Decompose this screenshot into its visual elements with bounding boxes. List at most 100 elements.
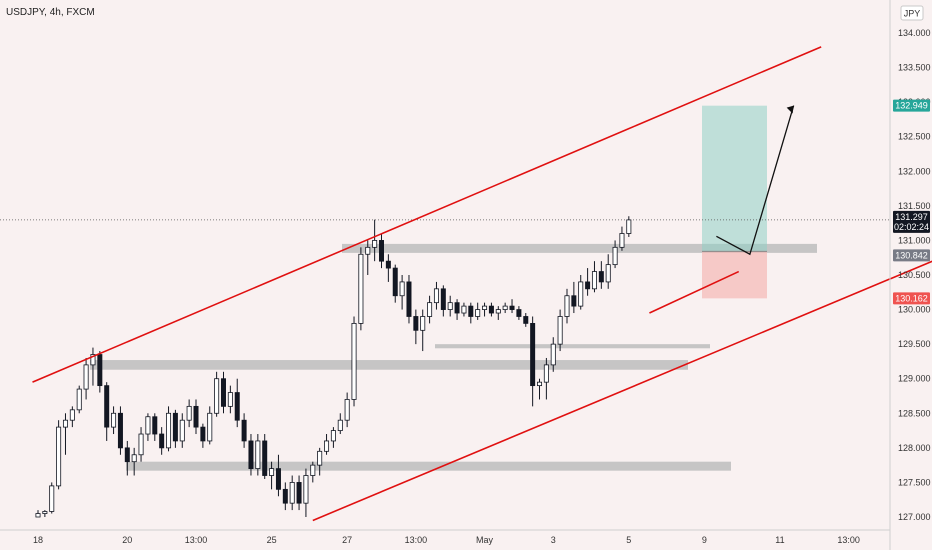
time-tick-label: May [476, 535, 494, 545]
candle-body [220, 378, 226, 407]
candle-body [468, 305, 474, 317]
price-tag-label: 130.842 [895, 250, 928, 260]
time-tick-label: 27 [342, 535, 352, 545]
candle-body [571, 295, 577, 307]
trendline[interactable] [649, 270, 740, 314]
price-tick-label: 129.000 [898, 374, 931, 384]
candle-body [509, 305, 515, 310]
time-tick-label: 13:00 [405, 535, 428, 545]
candle-body [358, 253, 364, 324]
candle-body [530, 322, 536, 387]
candle-body [427, 302, 433, 317]
candle-body [564, 295, 570, 317]
price-tag [893, 292, 930, 305]
candle-body [310, 464, 316, 476]
candle-body [317, 450, 323, 466]
candle-body [49, 485, 55, 512]
candle-body [488, 305, 494, 314]
candle-body [104, 385, 110, 428]
time-tick-label: 18 [33, 535, 43, 545]
zone-band [435, 344, 710, 349]
candle-body [543, 364, 549, 383]
candle-body [482, 305, 488, 310]
candle-body [35, 513, 41, 518]
candle-body [337, 419, 343, 431]
candle-body [378, 240, 384, 262]
candle-body [172, 412, 178, 442]
candle-body [516, 309, 522, 317]
chart-title: USDJPY, 4h, FXCM [6, 7, 95, 18]
price-tick-label: 130.500 [898, 270, 931, 280]
candle-body [152, 416, 158, 435]
price-tick-label: 127.500 [898, 477, 931, 487]
price-tick-label: 131.500 [898, 201, 931, 211]
candle-body [598, 271, 604, 283]
price-tag [893, 249, 930, 262]
candle-body [612, 246, 618, 266]
candle-body [557, 316, 563, 345]
time-tick-label: 25 [267, 535, 277, 545]
candle-body [447, 302, 453, 310]
time-tick-label: 9 [702, 535, 707, 545]
candle-body [269, 468, 275, 476]
candle-body [117, 412, 123, 449]
candle-body [385, 260, 391, 269]
candle-body [550, 343, 556, 366]
candle-body [275, 468, 281, 490]
candle-body [255, 440, 261, 470]
candle-body [207, 412, 213, 442]
price-tag-label: 131.297 [895, 212, 928, 222]
time-tick-label: 3 [551, 535, 556, 545]
candle-body [296, 482, 302, 504]
candle-body [626, 219, 632, 234]
candle-body [605, 264, 611, 283]
price-tick-label: 131.000 [898, 235, 931, 245]
price-tag-label: 132.949 [895, 101, 928, 111]
candle-body [159, 433, 165, 449]
candle-body [179, 419, 185, 442]
price-tick-label: 130.000 [898, 305, 931, 315]
time-tick-label: 13:00 [185, 535, 208, 545]
projection-arrow [716, 105, 795, 256]
zone-band [90, 360, 688, 370]
currency-button[interactable]: JPY [900, 5, 924, 21]
candle-body [454, 302, 460, 314]
candle-body [365, 246, 371, 255]
candles-layer [35, 216, 632, 518]
candle-body [585, 281, 591, 290]
price-tag [893, 210, 930, 233]
target-zone [702, 105, 767, 252]
candle-body [537, 381, 543, 387]
trendline[interactable] [32, 46, 822, 383]
candle-body [83, 364, 89, 390]
candle-body [248, 440, 254, 470]
candle-body [413, 316, 419, 331]
candle-body [324, 440, 330, 452]
zone-band [126, 461, 731, 471]
candle-body [289, 482, 295, 504]
zone-band [342, 243, 817, 253]
trendline[interactable] [312, 247, 932, 522]
candle-body [214, 378, 220, 414]
price-tick-label: 133.500 [898, 63, 931, 73]
candle-body [495, 309, 501, 314]
price-tick-label: 134.000 [898, 28, 931, 38]
candle-body [282, 488, 288, 504]
zones-layer [90, 243, 817, 471]
candle-body [440, 288, 446, 310]
candle-body [241, 419, 247, 442]
candle-body [351, 322, 357, 400]
price-tick-label: 128.500 [898, 408, 931, 418]
candle-body [502, 305, 508, 310]
candle-body [420, 316, 426, 331]
candle-body [42, 511, 48, 514]
candle-body [578, 281, 584, 307]
time-tick-label: 5 [626, 535, 631, 545]
price-tag [893, 99, 930, 112]
candle-body [69, 409, 75, 421]
trendlines-layer [32, 46, 932, 522]
candle-body [372, 240, 378, 248]
